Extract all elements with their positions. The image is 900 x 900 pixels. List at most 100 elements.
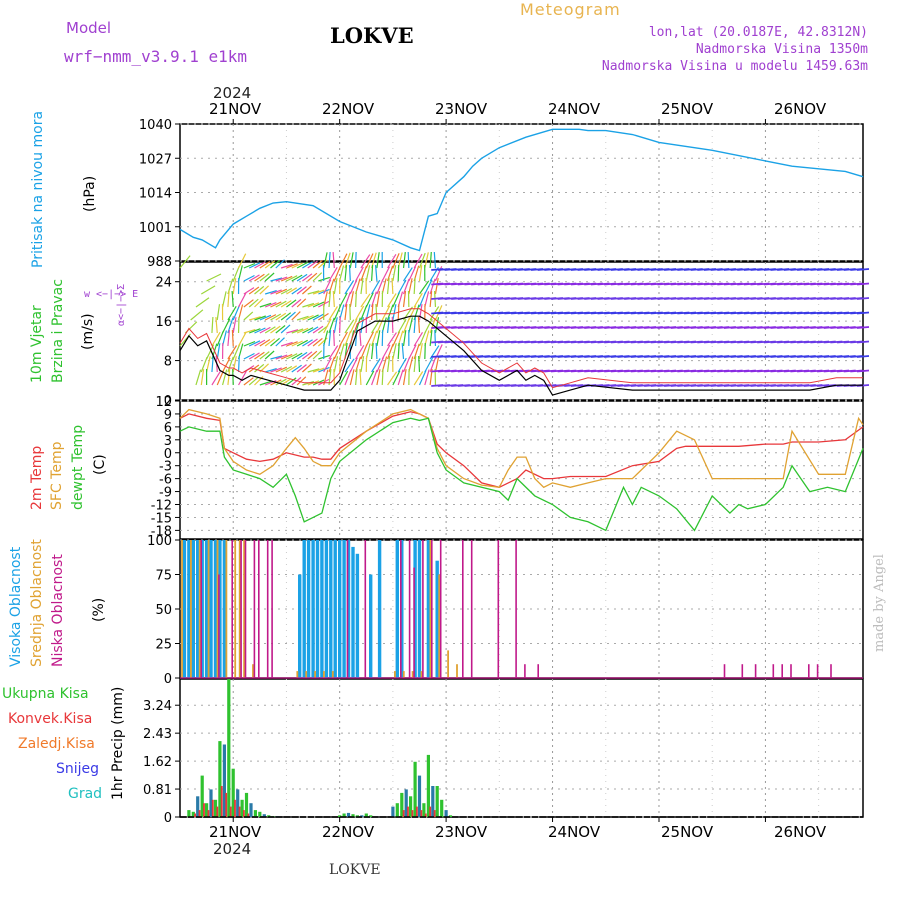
wind-barb xyxy=(243,352,255,360)
wind-barb xyxy=(259,285,270,295)
wind-barb xyxy=(387,332,397,347)
wind-barb xyxy=(296,364,307,373)
wind-barb xyxy=(397,342,400,360)
wind-barb xyxy=(328,306,338,321)
precip-total-bar xyxy=(351,814,355,817)
wind-barb xyxy=(333,356,339,373)
wind-barb xyxy=(386,278,390,295)
wind-barb xyxy=(856,326,870,329)
wind-barb xyxy=(217,281,226,294)
precip-conv-bar xyxy=(424,813,427,817)
cloud-mid-bar xyxy=(207,540,210,678)
wind-barb xyxy=(402,369,407,386)
precip-total-bar xyxy=(395,803,399,817)
wind-barb xyxy=(339,292,348,308)
wind-barb xyxy=(401,343,405,360)
wind-barb xyxy=(344,319,355,334)
wind-barb xyxy=(349,369,355,386)
cloud-high-bar xyxy=(329,540,333,678)
y-tick-label: -15 xyxy=(151,511,172,526)
wind-barb xyxy=(291,286,302,295)
precip-conv-bar xyxy=(416,806,418,817)
time-label: 21NOV xyxy=(209,100,262,118)
wind-barb xyxy=(280,275,293,282)
wind-barb xyxy=(296,286,307,295)
wind-barb xyxy=(291,376,302,386)
wind-barb xyxy=(291,262,303,269)
wind-barb xyxy=(185,283,196,294)
wind-barb xyxy=(307,272,318,282)
wind-barb xyxy=(232,344,241,360)
wind-barb xyxy=(243,274,255,282)
wind-barb xyxy=(302,339,313,347)
wind-barb xyxy=(227,330,230,347)
y-tick-label: 0.81 xyxy=(143,783,172,798)
y-tick-label: 1027 xyxy=(139,152,172,167)
wind-barb xyxy=(434,356,440,373)
wind-barb xyxy=(332,252,335,269)
precip-conv-bar xyxy=(194,813,196,817)
y-tick-label: 1.62 xyxy=(143,755,172,770)
wind-barb xyxy=(191,343,194,359)
wind-barb xyxy=(227,305,237,321)
wind-barb xyxy=(392,265,397,282)
cloud-low-bar xyxy=(271,540,273,678)
cloud-high-bar xyxy=(213,540,218,678)
cloud-high-bar xyxy=(338,540,342,678)
wind-barb xyxy=(413,343,420,360)
y-tick-label: 8 xyxy=(164,355,172,370)
panel-frame xyxy=(179,539,864,679)
wind-barb xyxy=(424,357,434,373)
wind-barb xyxy=(387,293,397,308)
wind-barb xyxy=(180,284,193,294)
wind-barb xyxy=(280,341,293,347)
cloud-mid-bar xyxy=(447,650,449,678)
precip-total-bar xyxy=(346,812,351,817)
precip-conv-bar xyxy=(220,786,223,817)
wind-barb xyxy=(270,313,282,321)
cloud-mid-bar xyxy=(411,671,414,678)
wind-barb xyxy=(286,329,299,334)
wind-barb xyxy=(402,330,407,347)
cloud-high-bar xyxy=(351,546,355,678)
wind-barb xyxy=(201,346,210,359)
precip-legend-snow: Snijeg xyxy=(56,761,100,777)
y-tick-label: 25 xyxy=(155,638,172,653)
wind-barb xyxy=(413,371,424,386)
cloud-high-bar xyxy=(346,540,351,678)
cloud-high-bar xyxy=(413,540,417,678)
wind-barb xyxy=(386,317,390,334)
cloud-mid-bar xyxy=(456,664,458,678)
wind-barb xyxy=(392,253,400,269)
wind-barb xyxy=(349,291,354,308)
wind-barb xyxy=(216,370,225,386)
time-label: 24NOV xyxy=(548,100,601,118)
precip-total-bar xyxy=(422,803,426,817)
wind-barb xyxy=(375,303,378,321)
wind-barb xyxy=(237,355,240,373)
cloud-low-bar xyxy=(413,567,415,678)
temp2m-line xyxy=(179,411,864,488)
wind-barb xyxy=(291,352,303,360)
wind-barb xyxy=(424,252,429,269)
cloud-high-bar xyxy=(369,574,373,678)
wind-barb xyxy=(307,326,319,334)
wind-barb xyxy=(333,317,338,334)
y-tick-label: 75 xyxy=(155,569,172,584)
wind-barb xyxy=(332,290,335,308)
wind-barb xyxy=(328,345,339,360)
wind-barb xyxy=(195,297,210,308)
wind-barb xyxy=(856,297,870,300)
wind-barb xyxy=(307,350,318,360)
cloud-low-bar xyxy=(772,664,775,678)
wind-barb xyxy=(312,272,323,282)
precip-conv-bar xyxy=(211,799,214,818)
wind-barb xyxy=(391,277,394,295)
wind-barb xyxy=(296,327,309,334)
wind-barb xyxy=(228,267,236,281)
wind-barb xyxy=(259,314,272,321)
wind-barb xyxy=(360,304,368,321)
cloud-low-bar xyxy=(253,540,256,678)
precip-total-bar xyxy=(400,792,404,817)
wind-barb xyxy=(344,291,351,308)
